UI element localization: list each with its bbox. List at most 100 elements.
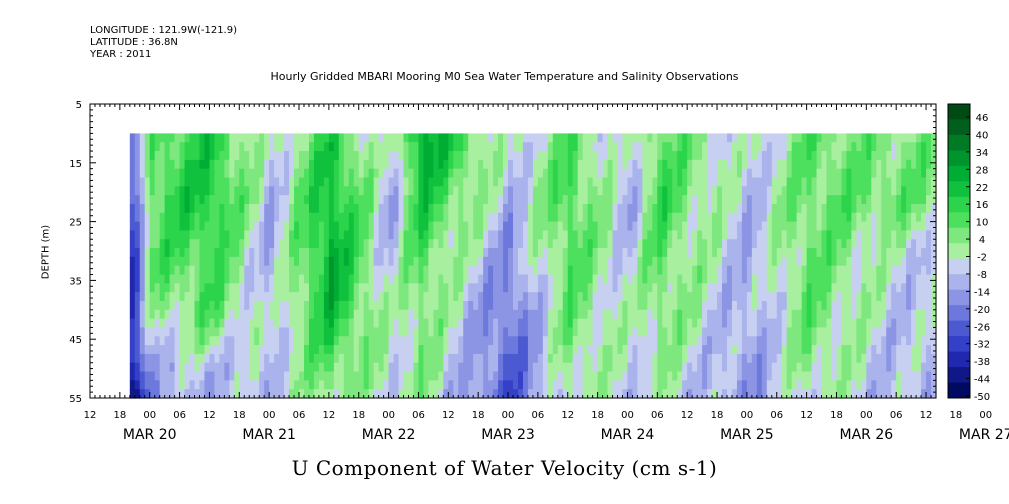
heatmap-cell — [881, 248, 887, 258]
heatmap-cell — [522, 151, 529, 161]
heatmap-cell — [931, 159, 937, 170]
heatmap-cell — [607, 353, 614, 364]
heatmap-cell — [816, 265, 823, 276]
heatmap-cell — [717, 239, 723, 249]
heatmap-cell — [851, 195, 857, 205]
heatmap-cell — [821, 345, 828, 355]
heatmap-cell — [582, 256, 589, 267]
heatmap-cell — [547, 212, 554, 223]
heatmap-cell — [781, 177, 788, 187]
heatmap-cell — [463, 177, 469, 187]
heatmap-cell — [274, 203, 280, 214]
heatmap-cell — [358, 283, 365, 293]
heatmap-cell — [343, 362, 350, 373]
heatmap-cell — [343, 186, 350, 196]
heatmap-cell — [801, 345, 808, 355]
heatmap-cell — [259, 265, 265, 276]
heatmap-cell — [527, 318, 534, 329]
heatmap-cell — [513, 327, 519, 337]
heatmap-cell — [796, 292, 803, 302]
heatmap-cell — [607, 274, 614, 284]
heatmap-cell — [333, 389, 340, 399]
heatmap-cell — [537, 142, 544, 152]
heatmap-cell — [781, 283, 788, 293]
heatmap-cell — [453, 151, 459, 161]
heatmap-cell — [219, 248, 225, 258]
heatmap-cell — [423, 239, 429, 249]
heatmap-cell — [463, 159, 469, 170]
heatmap-cell — [478, 151, 484, 161]
heatmap-cell — [184, 256, 191, 267]
heatmap-cell — [537, 362, 544, 373]
heatmap-cell — [294, 380, 300, 390]
heatmap-cell — [931, 151, 937, 161]
heatmap-cell — [866, 274, 872, 284]
heatmap-cell — [214, 345, 220, 355]
heatmap-cell — [582, 142, 589, 152]
heatmap-cell — [264, 186, 270, 196]
heatmap-cell — [781, 151, 788, 161]
heatmap-cell — [801, 248, 808, 258]
heatmap-cell — [746, 256, 753, 267]
heatmap-cell — [199, 274, 206, 284]
heatmap-cell — [214, 300, 220, 311]
heatmap-cell — [373, 345, 380, 355]
heatmap-cell — [169, 327, 176, 337]
heatmap-cell — [358, 300, 365, 311]
heatmap-cell — [866, 371, 872, 381]
heatmap-cell — [368, 221, 375, 232]
heatmap-cell — [418, 362, 425, 373]
heatmap-cell — [289, 195, 295, 205]
heatmap-cell — [552, 327, 559, 337]
heatmap-cell — [702, 380, 708, 390]
heatmap-cell — [697, 300, 703, 311]
heatmap-cell — [473, 265, 479, 276]
heatmap-cell — [353, 300, 360, 311]
heatmap-cell — [846, 309, 852, 320]
heatmap-cell — [791, 133, 798, 143]
heatmap-cell — [398, 265, 405, 276]
heatmap-cell — [756, 371, 763, 381]
heatmap-cell — [901, 133, 907, 143]
heatmap-cell — [547, 309, 554, 320]
heatmap-cell — [323, 248, 330, 258]
heatmap-cell — [308, 283, 315, 293]
heatmap-cell — [926, 142, 932, 152]
heatmap-cell — [622, 133, 629, 143]
heatmap-cell — [224, 177, 230, 187]
heatmap-cell — [259, 327, 265, 337]
heatmap-cell — [413, 283, 420, 293]
heatmap-cell — [328, 221, 335, 232]
heatmap-cell — [537, 230, 544, 240]
heatmap-cell — [179, 292, 186, 302]
heatmap-cell — [383, 274, 390, 284]
heatmap-cell — [702, 274, 708, 284]
heatmap-cell — [418, 380, 425, 390]
heatmap-cell — [836, 159, 843, 170]
heatmap-cell — [423, 248, 429, 258]
heatmap-cell — [299, 327, 305, 337]
heatmap-cell — [214, 159, 220, 170]
heatmap-cell — [577, 133, 584, 143]
heatmap-cell — [771, 230, 778, 240]
heatmap-cell — [358, 133, 365, 143]
heatmap-cell — [657, 292, 663, 302]
heatmap-cell — [284, 380, 290, 390]
heatmap-cell — [373, 212, 380, 223]
heatmap-cell — [786, 256, 793, 267]
heatmap-cell — [527, 362, 534, 373]
heatmap-cell — [318, 309, 325, 320]
heatmap-cell — [129, 230, 136, 240]
heatmap-cell — [587, 265, 594, 276]
heatmap-cell — [433, 345, 439, 355]
heatmap-cell — [164, 248, 171, 258]
heatmap-cell — [323, 221, 330, 232]
heatmap-cell — [149, 159, 156, 170]
heatmap-cell — [433, 239, 439, 249]
heatmap-cell — [736, 362, 743, 373]
heatmap-cell — [547, 221, 554, 232]
heatmap-cell — [313, 212, 320, 223]
heatmap-cell — [751, 256, 758, 267]
heatmap-cell — [597, 389, 604, 399]
heatmap-cell — [766, 142, 773, 152]
